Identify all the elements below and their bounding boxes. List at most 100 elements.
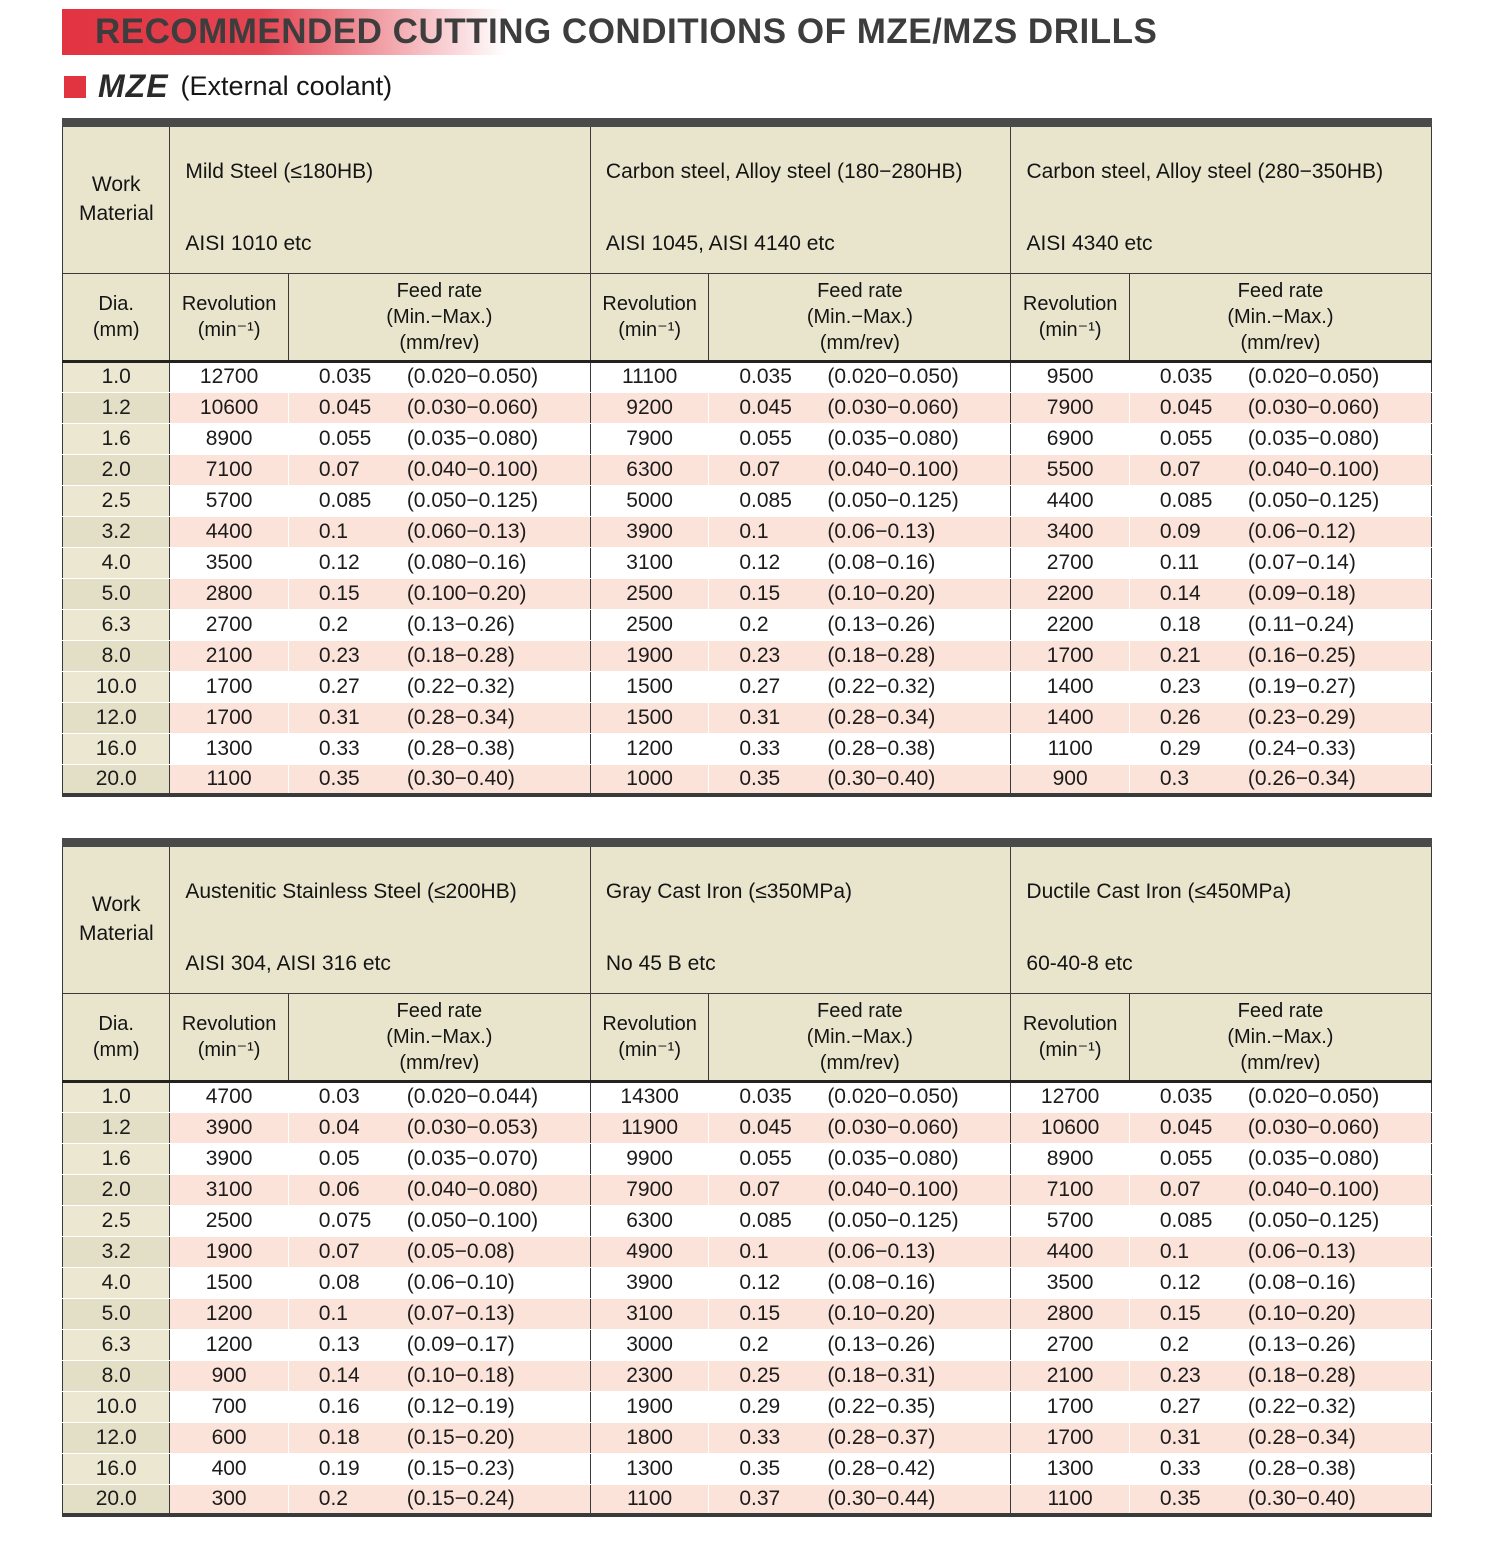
revolution-header: Revolution (min⁻¹)	[589, 273, 709, 363]
feed-value: 0.29	[1159, 736, 1201, 760]
data-row: 1.0 4700 0.03 (0.020−0.044) 14300 0.035 (0.020…	[62, 1081, 1432, 1113]
feed-cell: 0.085 (0.050−0.125)	[708, 485, 1011, 517]
feed-value: 0.035	[739, 1085, 792, 1108]
revolution-cell: 8900	[1010, 1143, 1130, 1175]
page-title: RECOMMENDED CUTTING CONDITIONS OF MZE/MZ…	[95, 12, 1158, 51]
revolution-cell: 1300	[589, 1453, 709, 1485]
revolution-cell: 9900	[589, 1143, 709, 1175]
feed-range: (0.08−0.16)	[1247, 1270, 1356, 1294]
dia-cell: 3.2	[62, 1236, 170, 1268]
feed-value: 0.11	[1159, 550, 1200, 574]
feed-cell: 0.18 (0.15−0.20)	[287, 1422, 591, 1454]
feed-value: 0.2	[318, 1486, 348, 1510]
feed-cell: 0.07 (0.040−0.100)	[708, 1174, 1011, 1206]
feed-rate-header: Feed rate (Min.−Max.) (mm/rev)	[1128, 993, 1432, 1083]
feed-cell: 0.26 (0.23−0.29)	[1128, 702, 1432, 734]
feed-value: 0.08	[318, 1270, 360, 1294]
feed-value: 0.12	[739, 1270, 781, 1294]
dia-cell: 1.2	[62, 392, 170, 424]
data-row: 2.0 3100 0.06 (0.040−0.080) 7900 0.07 (0.040−0…	[62, 1174, 1432, 1206]
feed-cell: 0.08 (0.06−0.10)	[287, 1267, 591, 1299]
feed-cell: 0.1 (0.07−0.13)	[287, 1298, 591, 1330]
feed-cell: 0.12 (0.080−0.16)	[287, 547, 591, 579]
feed-value: 0.31	[739, 705, 781, 729]
dia-header: Dia. (mm)	[62, 993, 170, 1083]
feed-cell: 0.1 (0.060−0.13)	[287, 516, 591, 548]
revolution-cell: 2200	[1010, 578, 1130, 610]
revolution-cell: 14300	[589, 1081, 709, 1113]
data-row: 1.6 3900 0.05 (0.035−0.070) 9900 0.055 (0.035−…	[62, 1143, 1432, 1175]
material-header-3: Ductile Cast Iron (≤450MPa) 60-40-8 etc	[1010, 847, 1432, 994]
feed-cell: 0.09 (0.06−0.12)	[1128, 516, 1432, 548]
dia-cell: 2.5	[62, 485, 170, 517]
dia-cell: 6.3	[62, 1329, 170, 1361]
red-square-bullet-icon	[64, 75, 86, 98]
series-name: MZE	[98, 68, 169, 104]
material-name: Mild Steel (≤180HB)	[185, 159, 374, 183]
data-row: 12.0 1700 0.31 (0.28−0.34) 1500 0.31 (0.28−0.3…	[62, 702, 1432, 734]
revolution-cell: 3900	[589, 516, 709, 548]
dia-cell: 8.0	[62, 1360, 170, 1392]
revolution-cell: 2500	[169, 1205, 289, 1237]
feed-cell: 0.085 (0.050−0.125)	[708, 1205, 1011, 1237]
feed-range: (0.15−0.23)	[406, 1456, 515, 1480]
feed-range: (0.020−0.050)	[827, 365, 959, 388]
revolution-cell: 2700	[1010, 547, 1130, 579]
revolution-cell: 11900	[589, 1112, 709, 1144]
revolution-cell: 5700	[169, 485, 289, 517]
feed-cell: 0.07 (0.040−0.100)	[708, 454, 1011, 486]
revolution-cell: 1100	[169, 764, 289, 796]
feed-range: (0.28−0.34)	[1247, 1425, 1356, 1449]
revolution-header: Revolution (min⁻¹)	[1010, 273, 1130, 363]
dia-cell: 1.2	[62, 1112, 170, 1144]
table-top-bar	[62, 838, 1432, 847]
feed-value: 0.055	[739, 426, 792, 450]
feed-range: (0.23−0.29)	[1247, 705, 1356, 729]
feed-value: 0.035	[1159, 1085, 1213, 1108]
feed-value: 0.1	[739, 1239, 769, 1263]
feed-value: 0.15	[1159, 1301, 1201, 1325]
feed-rate-header: Feed rate (Min.−Max.) (mm/rev)	[708, 273, 1011, 363]
feed-value: 0.23	[1159, 674, 1201, 698]
feed-value: 0.14	[318, 1363, 360, 1387]
feed-cell: 0.33 (0.28−0.37)	[708, 1422, 1011, 1454]
feed-range: (0.10−0.20)	[1247, 1301, 1356, 1325]
feed-value: 0.35	[318, 766, 360, 790]
dia-header: Dia. (mm)	[62, 273, 170, 363]
material-name: Carbon steel, Alloy steel (280−350HB)	[1026, 159, 1384, 183]
feed-value: 0.1	[318, 519, 349, 543]
revolution-cell: 4400	[1010, 485, 1130, 517]
feed-value: 0.35	[739, 1456, 781, 1480]
revolution-cell: 1900	[589, 1391, 709, 1423]
feed-value: 0.18	[1159, 612, 1201, 636]
revolution-cell: 5000	[589, 485, 709, 517]
feed-range: (0.100−0.20)	[406, 581, 527, 605]
feed-value: 0.19	[318, 1456, 360, 1480]
feed-cell: 0.21 (0.16−0.25)	[1128, 640, 1432, 672]
feed-cell: 0.12 (0.08−0.16)	[708, 547, 1011, 579]
feed-cell: 0.23 (0.18−0.28)	[708, 640, 1011, 672]
feed-range: (0.18−0.28)	[827, 643, 936, 667]
feed-range: (0.10−0.20)	[827, 581, 936, 605]
feed-cell: 0.31 (0.28−0.34)	[708, 702, 1011, 734]
feed-value: 0.07	[739, 457, 781, 481]
material-name: Austenitic Stainless Steel (≤200HB)	[185, 879, 517, 903]
feed-range: (0.030−0.053)	[406, 1115, 539, 1139]
dia-cell: 5.0	[62, 578, 170, 610]
data-row: 16.0 1300 0.33 (0.28−0.38) 1200 0.33 (0.28−0.3…	[62, 733, 1432, 765]
revolution-cell: 6300	[589, 1205, 709, 1237]
feed-range: (0.05−0.08)	[406, 1239, 515, 1263]
feed-value: 0.055	[739, 1146, 792, 1170]
feed-range: (0.050−0.100)	[406, 1208, 539, 1232]
dia-cell: 6.3	[62, 609, 170, 641]
feed-value: 0.31	[318, 705, 360, 729]
feed-value: 0.16	[318, 1394, 360, 1418]
revolution-cell: 1200	[169, 1329, 289, 1361]
feed-range: (0.050−0.125)	[406, 488, 539, 512]
feed-range: (0.08−0.16)	[827, 550, 936, 574]
feed-range: (0.035−0.080)	[1247, 1146, 1380, 1170]
feed-value: 0.045	[1159, 395, 1213, 419]
column-header-row: Dia. (mm) Revolution (min⁻¹) Feed rate (Min…	[62, 993, 1432, 1083]
feed-value: 0.05	[318, 1146, 360, 1170]
feed-cell: 0.29 (0.22−0.35)	[708, 1391, 1011, 1423]
